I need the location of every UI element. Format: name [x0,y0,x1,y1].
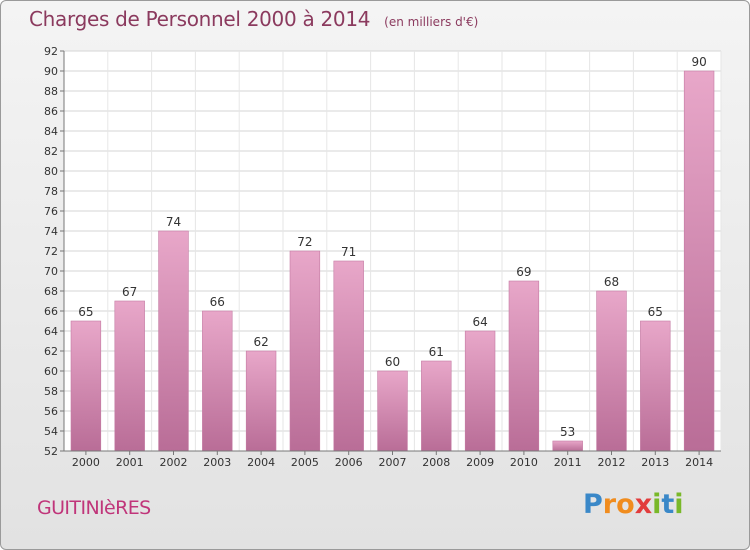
y-tick-label: 70 [44,265,58,278]
value-label-2010: 69 [516,265,531,279]
y-tick-label: 68 [44,285,58,298]
bar-2013 [640,320,671,452]
bar-2005 [289,250,321,452]
y-tick-label: 64 [44,325,58,338]
value-label-2003: 66 [210,295,225,309]
logo-letter: o [616,489,635,520]
value-label-2013: 65 [648,305,663,319]
y-tick-label: 52 [44,445,58,458]
y-tick-label: 84 [44,125,58,138]
y-tick-label: 66 [44,305,58,318]
chart-title: Charges de Personnel 2000 à 2014 (en mill… [29,7,478,31]
y-tick-label: 82 [44,145,58,158]
y-tick-label: 80 [44,165,58,178]
x-tick-label-2003: 2003 [203,456,231,469]
bar-2008 [421,360,452,452]
x-tick-label-2001: 2001 [116,456,144,469]
value-label-2004: 62 [253,335,268,349]
value-label-2014: 90 [691,55,706,69]
y-tick-label: 56 [44,405,58,418]
y-tick-label: 74 [44,225,58,238]
x-tick-label-2011: 2011 [554,456,582,469]
x-tick-label-2010: 2010 [510,456,538,469]
value-label-2002: 74 [166,215,181,229]
x-tick-label-2006: 2006 [335,456,363,469]
y-tick-label: 90 [44,65,58,78]
value-label-2012: 68 [604,275,619,289]
x-tick-label-2002: 2002 [160,456,188,469]
y-tick-label: 78 [44,185,58,198]
bar-2004 [245,350,277,452]
logo-letter: r [602,489,617,520]
bar-2003 [202,310,233,452]
bar-2012 [596,290,627,452]
x-tick-label-2004: 2004 [247,456,275,469]
value-label-2006: 71 [341,245,356,259]
bar-2000 [70,320,102,452]
x-tick-label-2005: 2005 [291,456,319,469]
x-tick-label-2008: 2008 [422,456,450,469]
logo-letter: x [634,489,653,520]
bar-2011 [552,440,583,452]
value-label-2000: 65 [78,305,93,319]
bar-2014 [683,70,715,452]
value-label-2011: 53 [560,425,575,439]
bar-2002 [158,230,189,452]
logo-letter: i [652,489,662,520]
chart-subtitle: (en milliers d'€) [384,15,479,29]
logo-letter: P [583,489,603,520]
x-tick-label-2009: 2009 [466,456,494,469]
bar-2006 [333,260,364,452]
y-tick-label: 60 [44,365,58,378]
y-tick-label: 76 [44,205,58,218]
value-label-2001: 67 [122,285,137,299]
x-tick-label-2014: 2014 [685,456,713,469]
value-label-2005: 72 [297,235,312,249]
x-tick-label-2012: 2012 [598,456,626,469]
x-tick-label-2000: 2000 [72,456,100,469]
bar-2001 [114,300,145,452]
title-text: Charges de Personnel 2000 à 2014 [29,7,371,31]
commune-name: GUITINIèRES [37,497,151,519]
value-label-2009: 64 [472,315,487,329]
y-tick-label: 54 [44,425,58,438]
y-tick-label: 62 [44,345,58,358]
y-tick-label: 72 [44,245,58,258]
bar-2007 [377,370,408,452]
value-label-2008: 61 [429,345,444,359]
y-tick-label: 58 [44,385,58,398]
value-label-2007: 60 [385,355,400,369]
logo-letter: i [674,489,684,520]
bar-2009 [464,330,496,452]
proxiti-logo: Proxiti [583,489,684,520]
y-tick-label: 92 [44,45,58,58]
x-tick-label-2013: 2013 [641,456,669,469]
bar-2010 [508,280,540,452]
logo-letter: t [661,489,675,520]
y-tick-label: 88 [44,85,58,98]
y-tick-label: 86 [44,105,58,118]
x-tick-label-2007: 2007 [379,456,407,469]
